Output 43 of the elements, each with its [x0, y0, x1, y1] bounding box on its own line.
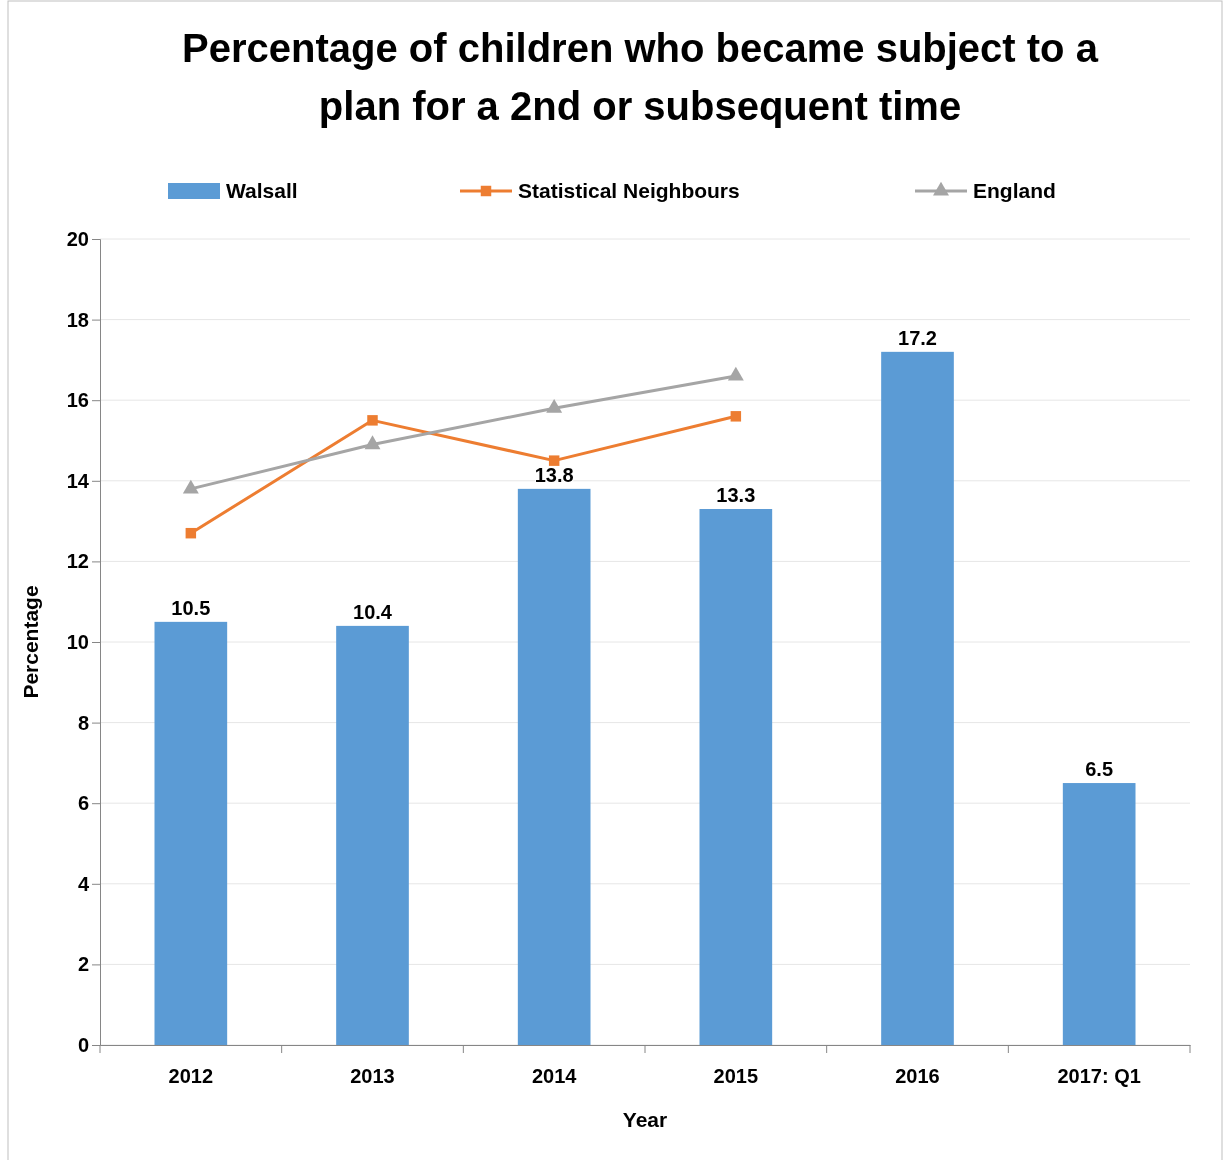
- point: [548, 455, 560, 466]
- x-tick-label: 2017: Q1: [1057, 1065, 1141, 1088]
- x-tick-label: 2012: [168, 1065, 214, 1088]
- bar: [699, 509, 773, 1045]
- y-tick-label: 8: [77, 711, 89, 734]
- y-tick-label: 10: [66, 630, 89, 653]
- bar: [1062, 783, 1136, 1045]
- data-label: 17.2: [898, 326, 937, 349]
- y-tick-label: 12: [66, 550, 89, 573]
- x-tick-label: 2015: [713, 1065, 759, 1088]
- x-tick-label: 2014: [531, 1065, 578, 1088]
- point: [364, 435, 381, 450]
- bar: [154, 621, 228, 1045]
- bar: [517, 488, 591, 1045]
- data-label: 13.8: [534, 463, 574, 486]
- point: [727, 366, 744, 381]
- point: [546, 399, 563, 413]
- y-tick-label: 6: [77, 792, 89, 815]
- legend-label: England: [973, 179, 1056, 202]
- point: [730, 411, 742, 422]
- x-axis-title: Year: [622, 1108, 668, 1131]
- bar: [881, 351, 954, 1045]
- y-tick-label: 20: [66, 227, 89, 250]
- bar: [336, 625, 409, 1045]
- data-label: 13.3: [716, 484, 756, 507]
- x-tick-label: 2013: [350, 1065, 395, 1088]
- y-tick-label: 0: [77, 1033, 89, 1056]
- data-label: 6.5: [1085, 758, 1114, 781]
- y-tick-label: 16: [66, 389, 89, 412]
- data-label: 10.4: [353, 600, 393, 623]
- point: [182, 479, 199, 494]
- legend-label: Walsall: [226, 179, 298, 202]
- chart-title: Percentage of children who became subject to a plan for a 2nd or subsequent time: [182, 26, 1099, 128]
- data-label: 10.5: [171, 596, 211, 619]
- point: [185, 527, 197, 539]
- x-tick-label: 2016: [895, 1065, 940, 1088]
- legend-label: Statistical Neighbours: [518, 179, 740, 202]
- y-tick-label: 14: [66, 469, 90, 492]
- y-tick-label: 4: [77, 872, 90, 895]
- y-tick-label: 2: [77, 953, 89, 976]
- y-tick-label: 18: [66, 308, 89, 331]
- point: [367, 415, 378, 426]
- y-axis-title: Percentage: [19, 585, 42, 699]
